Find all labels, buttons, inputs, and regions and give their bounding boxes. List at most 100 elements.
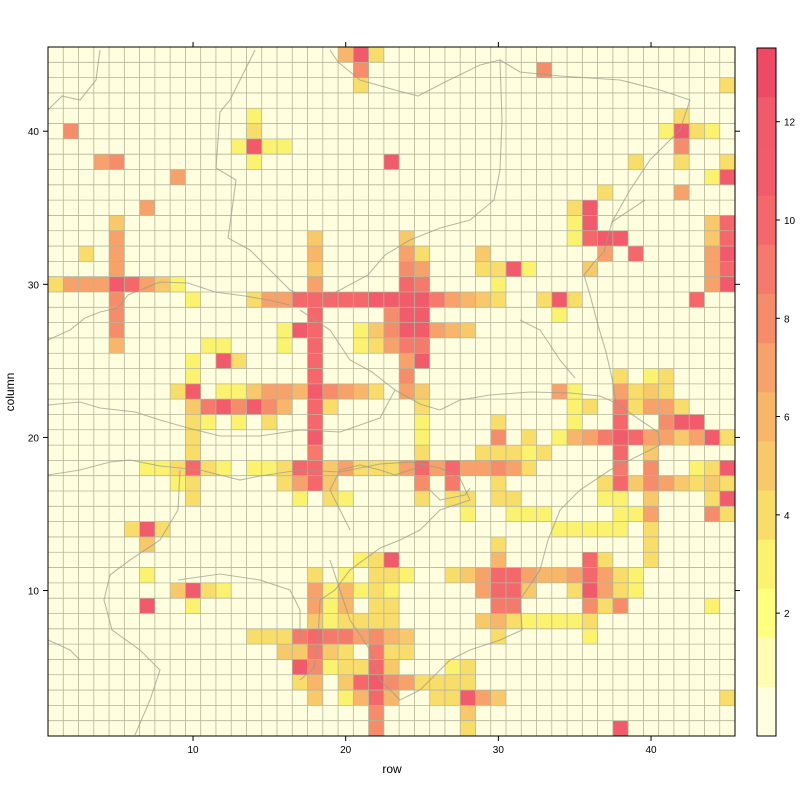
heatmap-cell: [582, 552, 598, 568]
heatmap-cell: [338, 659, 354, 675]
y-tick-label: 30: [28, 280, 40, 291]
heatmap-cell: [704, 506, 720, 522]
heatmap-cell: [307, 613, 323, 629]
heatmap-cell: [567, 414, 583, 430]
heatmap-cell: [414, 429, 430, 446]
heatmap-cell: [460, 322, 476, 338]
heatmap-cell: [215, 353, 232, 369]
x-axis-label: row: [382, 762, 402, 776]
heatmap-cell: [277, 138, 293, 155]
heatmap-cell: [414, 353, 430, 369]
heatmap-cell: [628, 429, 644, 446]
heatmap-cell: [719, 230, 735, 247]
heatmap-cell: [628, 475, 644, 492]
heatmap-cell: [368, 47, 384, 63]
heatmap-cell: [521, 445, 537, 461]
map-outline: [47, 49, 691, 736]
heatmap-cell: [307, 337, 323, 354]
heatmap-cell: [353, 62, 369, 78]
heatmap-cell: [109, 322, 125, 338]
heatmap-cell: [383, 552, 400, 568]
heatmap-cell: [643, 506, 659, 522]
heatmap-cell: [185, 491, 201, 507]
heatmap-cell: [490, 536, 506, 553]
heatmap-cell: [490, 261, 506, 277]
heatmap-cell: [506, 582, 522, 599]
heatmap-cell: [704, 276, 720, 292]
heatmap-cell: [383, 337, 400, 354]
heatmap-cell: [215, 460, 232, 476]
heatmap-cell: [368, 582, 384, 599]
heatmap-cell: [597, 246, 613, 262]
heatmap-cell: [673, 138, 690, 155]
heatmap-cell: [261, 399, 277, 415]
heatmap-cell: [368, 628, 384, 645]
heatmap-cell: [170, 276, 186, 292]
heatmap-cell: [551, 307, 568, 323]
heatmap-cell: [429, 322, 445, 338]
colorbar-swatch: [757, 97, 776, 147]
heatmap-cell: [521, 460, 537, 476]
heatmap-cell: [353, 659, 369, 675]
heatmap-cell: [292, 659, 308, 675]
heatmap-cell: [490, 690, 506, 706]
heatmap-cell: [689, 123, 705, 139]
heatmap-cell: [444, 322, 461, 338]
heatmap-cell: [460, 460, 476, 476]
heatmap-cell: [643, 445, 659, 461]
heatmap-cell: [292, 491, 308, 507]
heatmap-cell: [185, 399, 201, 415]
heatmap-cell: [277, 383, 293, 400]
heatmap-cell: [307, 399, 323, 415]
heatmap-cell: [567, 613, 583, 629]
heatmap-cell: [109, 261, 125, 277]
heatmap-cell: [567, 200, 583, 216]
heatmap-cell: [506, 506, 522, 522]
heatmap-cell: [414, 291, 430, 308]
heatmap-cell: [368, 291, 384, 308]
heatmap-cell: [612, 368, 629, 384]
heatmap-cell: [567, 215, 583, 231]
heatmap-cell: [414, 445, 430, 461]
heatmap-cell: [399, 674, 415, 691]
colorbar-swatch: [757, 441, 776, 491]
heatmap-cell: [643, 536, 659, 553]
colorbar-swatch: [757, 539, 776, 589]
heatmap-cell: [460, 567, 476, 583]
heatmap-cell: [673, 184, 690, 201]
heatmap-cell: [353, 383, 369, 400]
heatmap-cell: [536, 567, 552, 583]
heatmap-cell: [597, 475, 613, 492]
heatmap-cell: [307, 291, 323, 308]
x-tick-label: 40: [645, 745, 657, 756]
colorbar-swatch: [757, 686, 776, 737]
heatmap-cell: [536, 613, 552, 629]
heatmap-cell: [353, 674, 369, 691]
heatmap-cell: [719, 215, 735, 231]
heatmap-cell: [383, 674, 400, 691]
heatmap-cell: [383, 322, 400, 338]
x-tick-label: 10: [187, 745, 199, 756]
heatmap-cell: [383, 567, 400, 583]
heatmap-cell: [704, 429, 720, 446]
heatmap-cell: [399, 276, 415, 292]
heatmap-cell: [322, 491, 339, 507]
heatmap-cell: [383, 291, 400, 308]
heatmap-cell: [704, 246, 720, 262]
heatmap-cell: [490, 598, 506, 614]
heatmap-cell: [460, 506, 476, 522]
heatmap-cell: [399, 383, 415, 400]
heatmap-cell: [658, 123, 674, 139]
heatmap-cell: [399, 246, 415, 262]
heatmap-cell: [704, 215, 720, 231]
colorbar-swatch: [757, 195, 776, 245]
heatmap-cell: [567, 521, 583, 537]
heatmap-cell: [490, 429, 506, 446]
heatmap-cell: [292, 475, 308, 492]
heatmap-cell: [689, 291, 705, 308]
heatmap-cell: [567, 582, 583, 599]
heatmap-cell: [551, 521, 568, 537]
heatmap-cell: [154, 276, 171, 292]
heatmap-cell: [475, 445, 491, 461]
heatmap-cell: [93, 154, 110, 170]
